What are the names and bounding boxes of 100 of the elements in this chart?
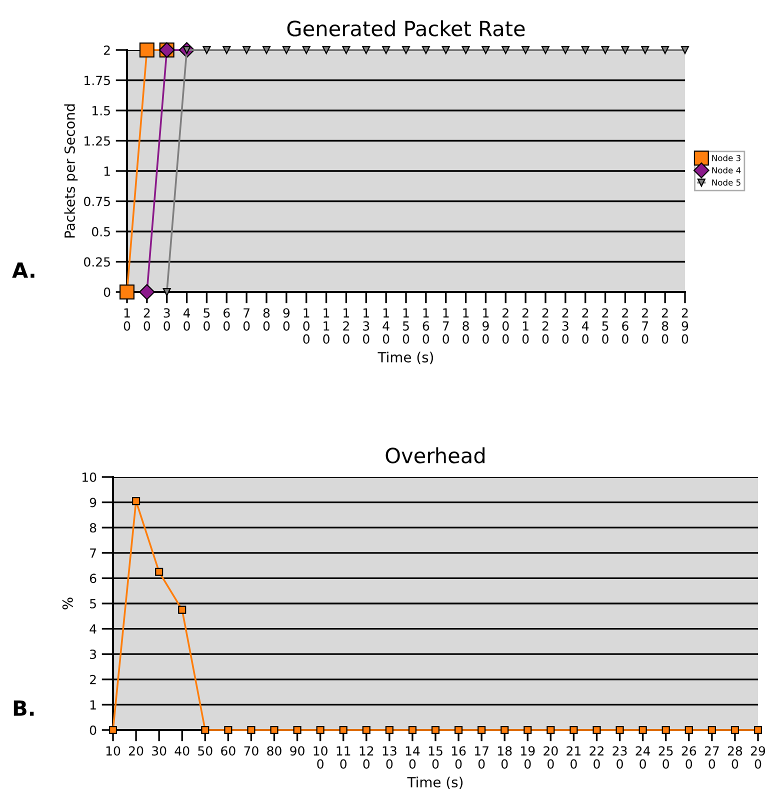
x-tick-label: 70 xyxy=(244,746,258,756)
point xyxy=(546,726,555,734)
y-tick-label: 7 xyxy=(90,548,96,558)
x-tick-label: 160 xyxy=(422,308,430,344)
point xyxy=(247,726,256,734)
point xyxy=(684,726,693,734)
x-tick-label: 200 xyxy=(544,746,558,769)
y-axis-title: Packets per Second xyxy=(64,104,78,238)
y-tick-label: 1.75 xyxy=(84,76,110,86)
x-tick-label: 50 xyxy=(198,746,212,756)
x-tick-label: 200 xyxy=(502,308,509,344)
x-tick-label: 30 xyxy=(164,308,170,331)
point xyxy=(662,726,670,734)
x-tick-label: 280 xyxy=(662,308,668,344)
x-tick-label: 190 xyxy=(482,308,489,344)
legend-label: Node 4 xyxy=(712,166,741,174)
x-axis-title: Time (s) xyxy=(378,352,434,364)
x-tick-label: 130 xyxy=(362,308,370,344)
x-tick-label: 180 xyxy=(498,746,512,769)
x-tick-label: 270 xyxy=(642,308,648,344)
chart-title: Overhead xyxy=(386,447,484,464)
point xyxy=(592,726,601,734)
y-tick-label: 6 xyxy=(90,574,96,584)
point xyxy=(454,726,463,734)
x-tick-label: 290 xyxy=(750,746,766,769)
point xyxy=(570,726,578,734)
x-tick-label: 140 xyxy=(406,746,420,769)
x-tick-label: 240 xyxy=(582,308,589,344)
point xyxy=(478,726,486,734)
y-tick-label: 0 xyxy=(90,725,96,735)
point xyxy=(385,726,394,734)
point xyxy=(730,726,739,734)
x-tick-label: 210 xyxy=(522,308,529,344)
x-tick-label: 80 xyxy=(263,308,270,331)
x-tick-label: 40 xyxy=(174,746,190,756)
point xyxy=(178,606,186,614)
x-tick-label: 180 xyxy=(462,308,469,344)
legend-label: Node 5 xyxy=(712,179,740,186)
x-tick-label: 110 xyxy=(323,308,330,344)
x-tick-label: 100 xyxy=(303,308,310,344)
y-tick-label: 2 xyxy=(104,45,110,55)
x-tick-label: 10 xyxy=(124,308,130,331)
y-tick-label: 4 xyxy=(90,624,96,634)
point xyxy=(616,726,624,734)
y-tick-label: 0 xyxy=(104,287,110,297)
point xyxy=(754,726,762,734)
x-tick-label: 150 xyxy=(402,308,410,344)
x-tick-label: 110 xyxy=(336,746,350,769)
point xyxy=(500,726,509,734)
x-axis-title: Time (s) xyxy=(407,776,463,790)
x-tick-label: 40 xyxy=(183,308,190,331)
point xyxy=(708,726,716,734)
y-tick-label: 1 xyxy=(104,166,110,176)
x-tick-label: 140 xyxy=(382,308,390,344)
legend-label: Node 3 xyxy=(712,154,740,162)
x-tick-label: 90 xyxy=(290,746,304,756)
point xyxy=(155,568,164,576)
x-tick-label: 20 xyxy=(129,746,144,756)
x-tick-label: 210 xyxy=(566,746,581,769)
x-tick-label: 60 xyxy=(221,746,236,756)
y-tick-label: 1.5 xyxy=(92,106,110,116)
x-tick-label: 230 xyxy=(562,308,569,344)
x-tick-label: 120 xyxy=(343,308,350,344)
x-tick-label: 250 xyxy=(602,308,608,344)
point xyxy=(108,726,118,734)
point xyxy=(408,726,416,734)
y-tick-label: 2 xyxy=(90,674,96,684)
point xyxy=(316,726,324,734)
x-tick-label: 260 xyxy=(622,308,628,344)
x-tick-label: 170 xyxy=(474,746,488,769)
point xyxy=(132,497,140,506)
x-tick-label: 190 xyxy=(521,746,535,769)
text: B. xyxy=(14,700,34,716)
x-tick-label: 220 xyxy=(590,746,604,769)
point xyxy=(201,726,210,734)
x-tick-label: 100 xyxy=(314,746,328,769)
y-tick-label: 10 xyxy=(82,472,96,482)
x-tick-label: 20 xyxy=(144,308,150,331)
point xyxy=(224,726,232,734)
y-tick-label: 9 xyxy=(90,498,96,508)
point xyxy=(270,726,278,734)
y-tick-label: 0.75 xyxy=(84,196,110,206)
point xyxy=(431,726,440,734)
x-tick-label: 130 xyxy=(382,746,396,769)
x-tick-label: 80 xyxy=(267,746,282,756)
y-tick-label: 1.25 xyxy=(84,136,110,146)
x-tick-label: 220 xyxy=(542,308,549,344)
y-tick-label: 3 xyxy=(90,650,96,660)
y-tick-label: 0.5 xyxy=(92,226,110,236)
x-tick-label: 240 xyxy=(636,746,650,769)
y-tick-label: 1 xyxy=(90,700,96,710)
point xyxy=(362,726,370,734)
x-tick-label: 30 xyxy=(152,746,166,756)
x-tick-label: 270 xyxy=(704,746,719,769)
x-tick-label: 70 xyxy=(243,308,250,331)
x-tick-label: 290 xyxy=(682,308,688,344)
x-tick-label: 170 xyxy=(442,308,450,344)
y-tick-label: 0.25 xyxy=(84,257,110,267)
y-tick-label: 8 xyxy=(90,523,96,533)
x-tick-label: 50 xyxy=(204,308,210,331)
